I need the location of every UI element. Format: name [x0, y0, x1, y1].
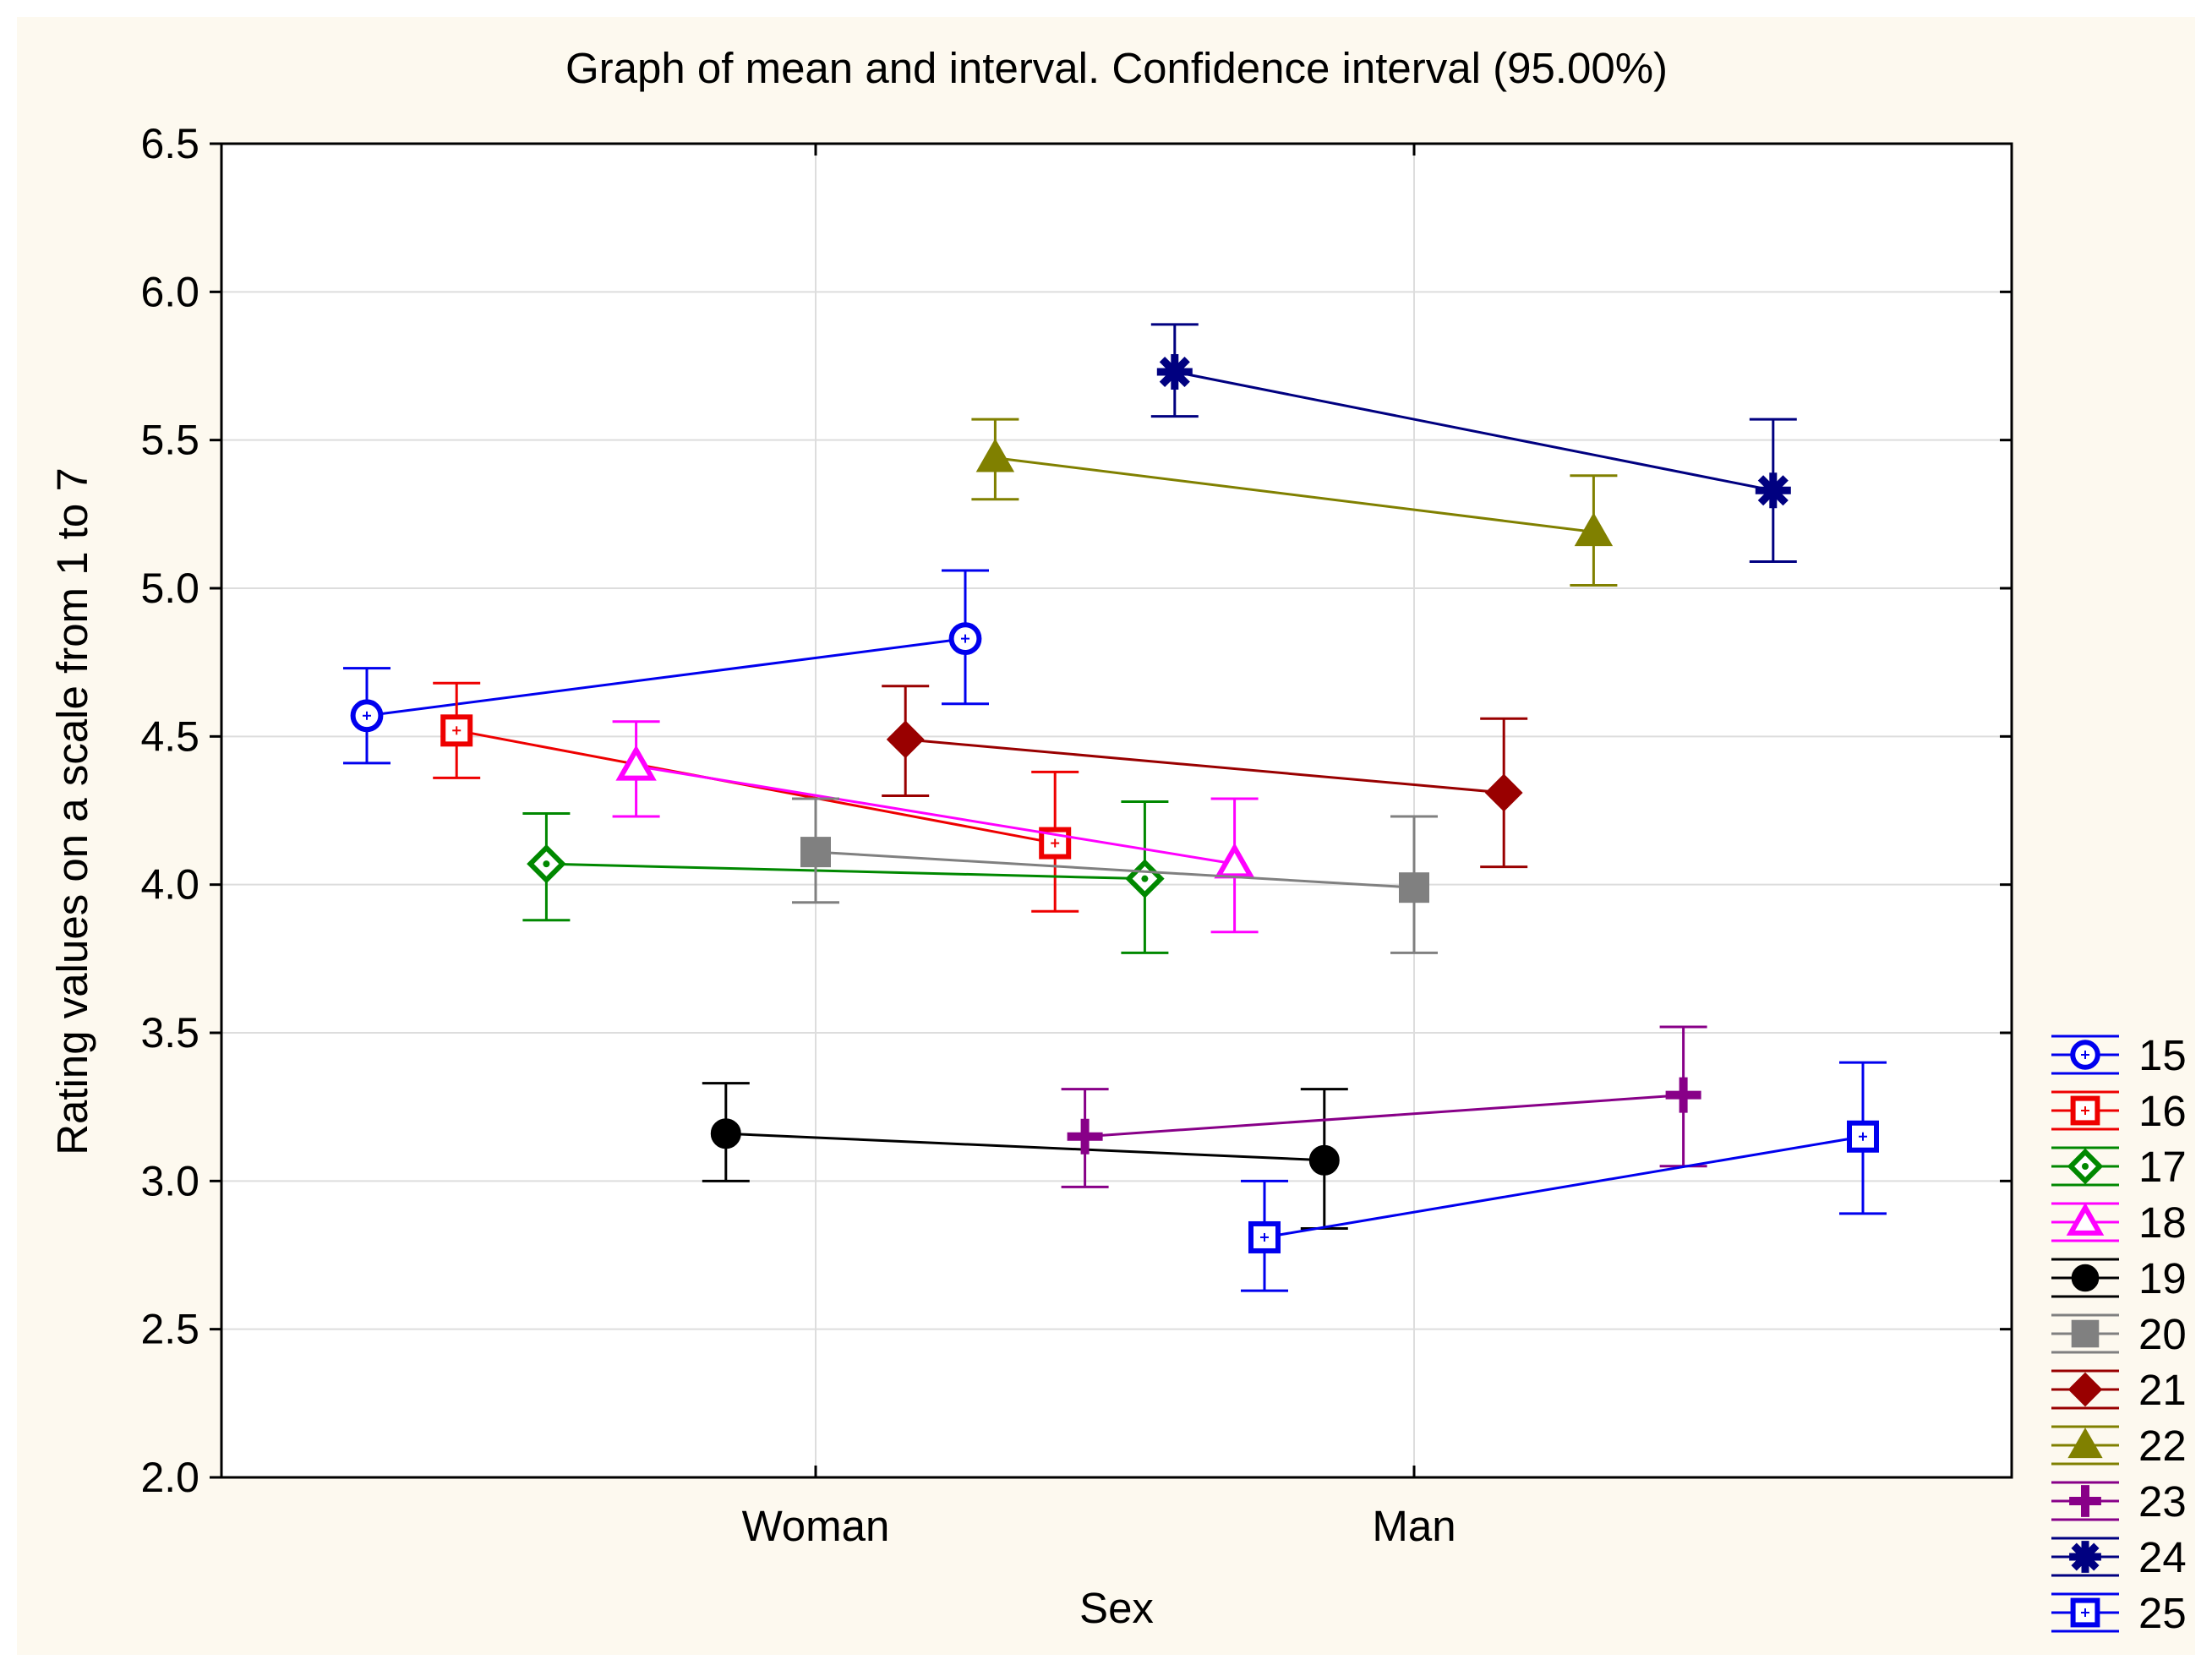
data-point — [1574, 512, 1614, 547]
legend-entry-19: 19 — [2051, 1254, 2187, 1302]
data-point — [1067, 1118, 1103, 1155]
legend-label: 19 — [2138, 1254, 2187, 1302]
y-tick-label: 6.5 — [140, 120, 199, 167]
legend-label: 16 — [2138, 1087, 2187, 1135]
legend-entry-20: 20 — [2051, 1310, 2187, 1358]
y-tick-label: 3.0 — [140, 1157, 199, 1204]
series-20 — [792, 797, 1438, 954]
plot-background — [221, 144, 2012, 1477]
data-point — [1399, 872, 1429, 904]
legend-entry-18: 18 — [2051, 1198, 2187, 1247]
series-25 — [1241, 1061, 1887, 1292]
legend-entry-23: 23 — [2051, 1477, 2187, 1526]
series-line — [636, 764, 1235, 865]
grid-lines — [221, 144, 2012, 1477]
data-point — [1665, 1077, 1701, 1113]
x-axis-label: Sex — [1079, 1584, 1154, 1632]
legend-marker — [2070, 1040, 2100, 1070]
plot-area-border — [220, 142, 2013, 1479]
legend-marker — [2067, 1372, 2103, 1407]
legend-marker — [2067, 1148, 2104, 1185]
data-point — [527, 843, 566, 884]
legend-label: 25 — [2138, 1589, 2187, 1637]
data-point — [886, 720, 925, 759]
data-point — [710, 1118, 741, 1149]
series-18 — [612, 720, 1259, 934]
y-axis-label: Rating values on a scale from 1 to 7 — [48, 467, 96, 1155]
legend-entry-25: 25 — [2051, 1589, 2187, 1637]
y-tick-label: 5.5 — [140, 417, 199, 464]
legend-label: 20 — [2138, 1310, 2187, 1358]
series-line — [366, 637, 966, 718]
legend-marker — [2066, 1202, 2105, 1236]
legend-marker — [2071, 1319, 2100, 1348]
legend-marker — [2071, 1264, 2100, 1292]
legend-entry-21: 21 — [2051, 1366, 2187, 1414]
y-tick-label: 2.0 — [140, 1454, 199, 1501]
legend-label: 15 — [2138, 1031, 2187, 1079]
series-layer — [343, 323, 1887, 1292]
y-tick-label: 5.0 — [140, 565, 199, 612]
y-tick-label: 3.5 — [140, 1009, 199, 1056]
series-line — [546, 862, 1145, 881]
legend-marker — [2069, 1485, 2101, 1517]
y-tick-label: 2.5 — [140, 1306, 199, 1353]
legend-entry-15: 15 — [2051, 1031, 2187, 1079]
data-point — [1847, 1120, 1879, 1153]
legend-entry-22: 22 — [2051, 1422, 2187, 1470]
y-axis: 2.0 2.5 3.0 3.5 4.0 4.5 5.0 5.5 6.0 6.5 — [140, 120, 2012, 1501]
y-tick-label: 4.5 — [140, 712, 199, 760]
legend-label: 23 — [2138, 1477, 2187, 1526]
x-tick-label: Woman — [742, 1502, 890, 1550]
series-line — [1084, 1094, 1684, 1138]
data-point — [440, 714, 473, 747]
series-line — [995, 456, 1594, 533]
series-line — [1174, 370, 1774, 492]
legend: 15 16 17 18 19 20 21 22 23 24 25 — [2051, 1031, 2187, 1637]
series-19 — [702, 1082, 1348, 1230]
series-line — [725, 1132, 1324, 1162]
legend-label: 21 — [2138, 1366, 2187, 1414]
legend-entry-17: 17 — [2051, 1143, 2187, 1191]
data-point — [615, 745, 657, 781]
legend-label: 24 — [2138, 1533, 2187, 1581]
legend-entry-16: 16 — [2051, 1087, 2187, 1135]
data-point — [1484, 773, 1523, 812]
data-point — [1755, 472, 1791, 509]
legend-label: 17 — [2138, 1143, 2187, 1191]
series-line — [905, 738, 1505, 794]
chart-title: Graph of mean and interval. Confidence i… — [565, 44, 1668, 92]
series-24 — [1150, 323, 1797, 563]
series-23 — [1061, 1025, 1707, 1188]
series-22 — [971, 418, 1618, 587]
series-line — [1264, 1135, 1864, 1239]
y-tick-label: 6.0 — [140, 268, 199, 315]
data-point — [948, 622, 982, 656]
x-axis: Woman Man — [742, 144, 1456, 1550]
series-21 — [882, 685, 1528, 869]
legend-label: 18 — [2138, 1198, 2187, 1247]
series-line — [815, 850, 1415, 889]
data-point — [975, 438, 1015, 472]
data-point — [1308, 1144, 1340, 1176]
legend-label: 22 — [2138, 1422, 2187, 1470]
legend-entry-24: 24 — [2051, 1533, 2187, 1581]
series-17 — [522, 800, 1169, 954]
data-point — [1156, 354, 1193, 390]
series-15 — [343, 569, 989, 765]
legend-marker — [2070, 1597, 2100, 1628]
x-tick-label: Man — [1372, 1502, 1456, 1550]
y-tick-label: 4.0 — [140, 861, 199, 909]
data-point — [800, 837, 831, 868]
data-point — [350, 699, 384, 733]
legend-marker — [2067, 1428, 2103, 1459]
legend-marker — [2069, 1541, 2101, 1573]
data-point — [1248, 1220, 1281, 1253]
legend-marker — [2070, 1095, 2100, 1126]
